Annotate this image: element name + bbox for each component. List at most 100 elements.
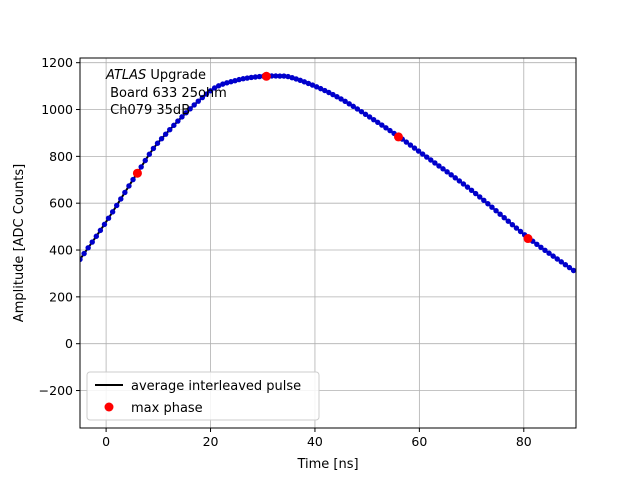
y-tick-label: 1200 [41, 55, 73, 70]
plot-series [80, 71, 576, 274]
pulse-sample-point [244, 75, 250, 81]
pulse-sample-point [109, 209, 116, 215]
pulse-sample-point [183, 110, 189, 116]
pulse-sample-point [330, 91, 336, 98]
pulse-sample-point [464, 184, 471, 190]
pulse-sample-point [419, 151, 426, 157]
pulse-sample-point [342, 98, 348, 105]
pulse-sample-point [468, 187, 475, 194]
pulse-sample-point [101, 221, 108, 228]
pulse-sample-point [162, 131, 169, 137]
pulse-sample-point [297, 77, 303, 84]
pulse-sample-point [322, 87, 328, 94]
y-tick-label: 800 [49, 149, 73, 164]
max-phase-point [523, 234, 533, 244]
y-tick-label: 1000 [41, 102, 73, 117]
pulse-sample-point [383, 125, 389, 131]
pulse-sample-point [477, 194, 483, 200]
pulse-sample-point [566, 264, 573, 271]
pulse-sample-point [207, 88, 214, 94]
pulse-sample-point [517, 228, 524, 235]
plot-data [80, 71, 576, 274]
legend-dot-swatch [104, 402, 114, 412]
pulse-sample-point [236, 76, 242, 83]
pulse-sample-point [403, 139, 410, 145]
pulse-sample-point [191, 102, 197, 108]
pulse-sample-point [346, 101, 352, 107]
max-phase-point [132, 168, 142, 178]
pulse-sample-point [285, 73, 291, 80]
pulse-sample-point [289, 74, 295, 81]
y-tick-label: 600 [49, 196, 73, 211]
pulse-sample-point [354, 106, 361, 112]
pulse-sample-point [215, 83, 222, 89]
pulse-sample-point [293, 76, 299, 82]
pulse-sample-point [350, 103, 356, 110]
pulse-sample-point [375, 119, 381, 126]
pulse-sample-point [428, 157, 434, 163]
pulse-sample-point [309, 82, 316, 88]
legend-box [86, 371, 320, 421]
pulse-sample-point [97, 227, 104, 234]
legend: average interleaved pulse max phase [86, 371, 320, 421]
pulse-sample-point [317, 85, 324, 92]
x-tick-label: 0 [102, 434, 110, 449]
pulse-sample-point [142, 157, 148, 164]
pulse-sample-point [440, 166, 446, 172]
x-tick-label: 80 [516, 434, 532, 449]
legend-label-pulse: average interleaved pulse [131, 379, 301, 394]
pulse-sample-point [538, 244, 544, 251]
pulse-sample-point [411, 145, 418, 151]
pulse-sample-point [146, 151, 153, 157]
pulse-sample-point [199, 94, 206, 101]
y-tick-label: 400 [49, 243, 73, 258]
pulse-sample-point [460, 181, 467, 187]
pulse-sample-point [493, 208, 499, 214]
pulse-sample-point [370, 116, 377, 123]
pulse-sample-point [122, 189, 128, 196]
pulse-sample-point [211, 85, 218, 91]
pulse-sample-point [248, 74, 255, 81]
pulse-sample-point [85, 245, 91, 251]
pulse-sample-point [558, 259, 565, 265]
pulse-sample-point [179, 114, 185, 120]
pulse-sample-point [534, 241, 540, 248]
pulse-sample-point [334, 94, 340, 100]
annotation-line-3: Ch079 35dB [106, 103, 190, 118]
pulse-sample-point [472, 190, 479, 197]
pulse-sample-point [387, 127, 393, 134]
pulse-sample-point [281, 73, 287, 79]
pulse-sample-point [542, 247, 548, 253]
pulse-sample-point [436, 163, 442, 169]
pulse-sample-point [313, 84, 320, 90]
pulse-sample-point [105, 215, 112, 221]
pulse-sample-point [432, 160, 438, 166]
annotation-upgrade: Upgrade [146, 68, 206, 83]
pulse-sample-point [358, 108, 365, 115]
pulse-sample-point [497, 211, 503, 217]
pulse-sample-point [118, 196, 124, 202]
pulse-sample-point [114, 202, 120, 209]
pulse-sample-point [81, 250, 87, 257]
pulse-sample-point [138, 164, 144, 170]
pulse-sample-point [89, 239, 95, 245]
pulse-sample-point [228, 79, 234, 85]
pulse-sample-point [256, 73, 263, 80]
annotation-line-2: Board 633 25ohm [106, 86, 227, 101]
pulse-sample-point [171, 122, 177, 129]
pulse-sample-point [150, 145, 157, 152]
pulse-sample-point [224, 80, 230, 86]
plot-frame [79, 57, 577, 429]
pulse-sample-point [187, 106, 193, 112]
y-tick-label: 0 [65, 336, 73, 351]
pulse-sample-point [93, 233, 100, 239]
pulse-sample-point [252, 74, 259, 80]
pulse-sample-point [362, 111, 369, 118]
pulse-sample-point [301, 79, 308, 85]
pulse-sample-point [277, 73, 283, 79]
max-phase-point [393, 132, 403, 142]
pulse-sample-point [415, 148, 422, 154]
pulse-sample-point [456, 178, 463, 184]
annotation-atlas: ATLAS [105, 68, 146, 83]
